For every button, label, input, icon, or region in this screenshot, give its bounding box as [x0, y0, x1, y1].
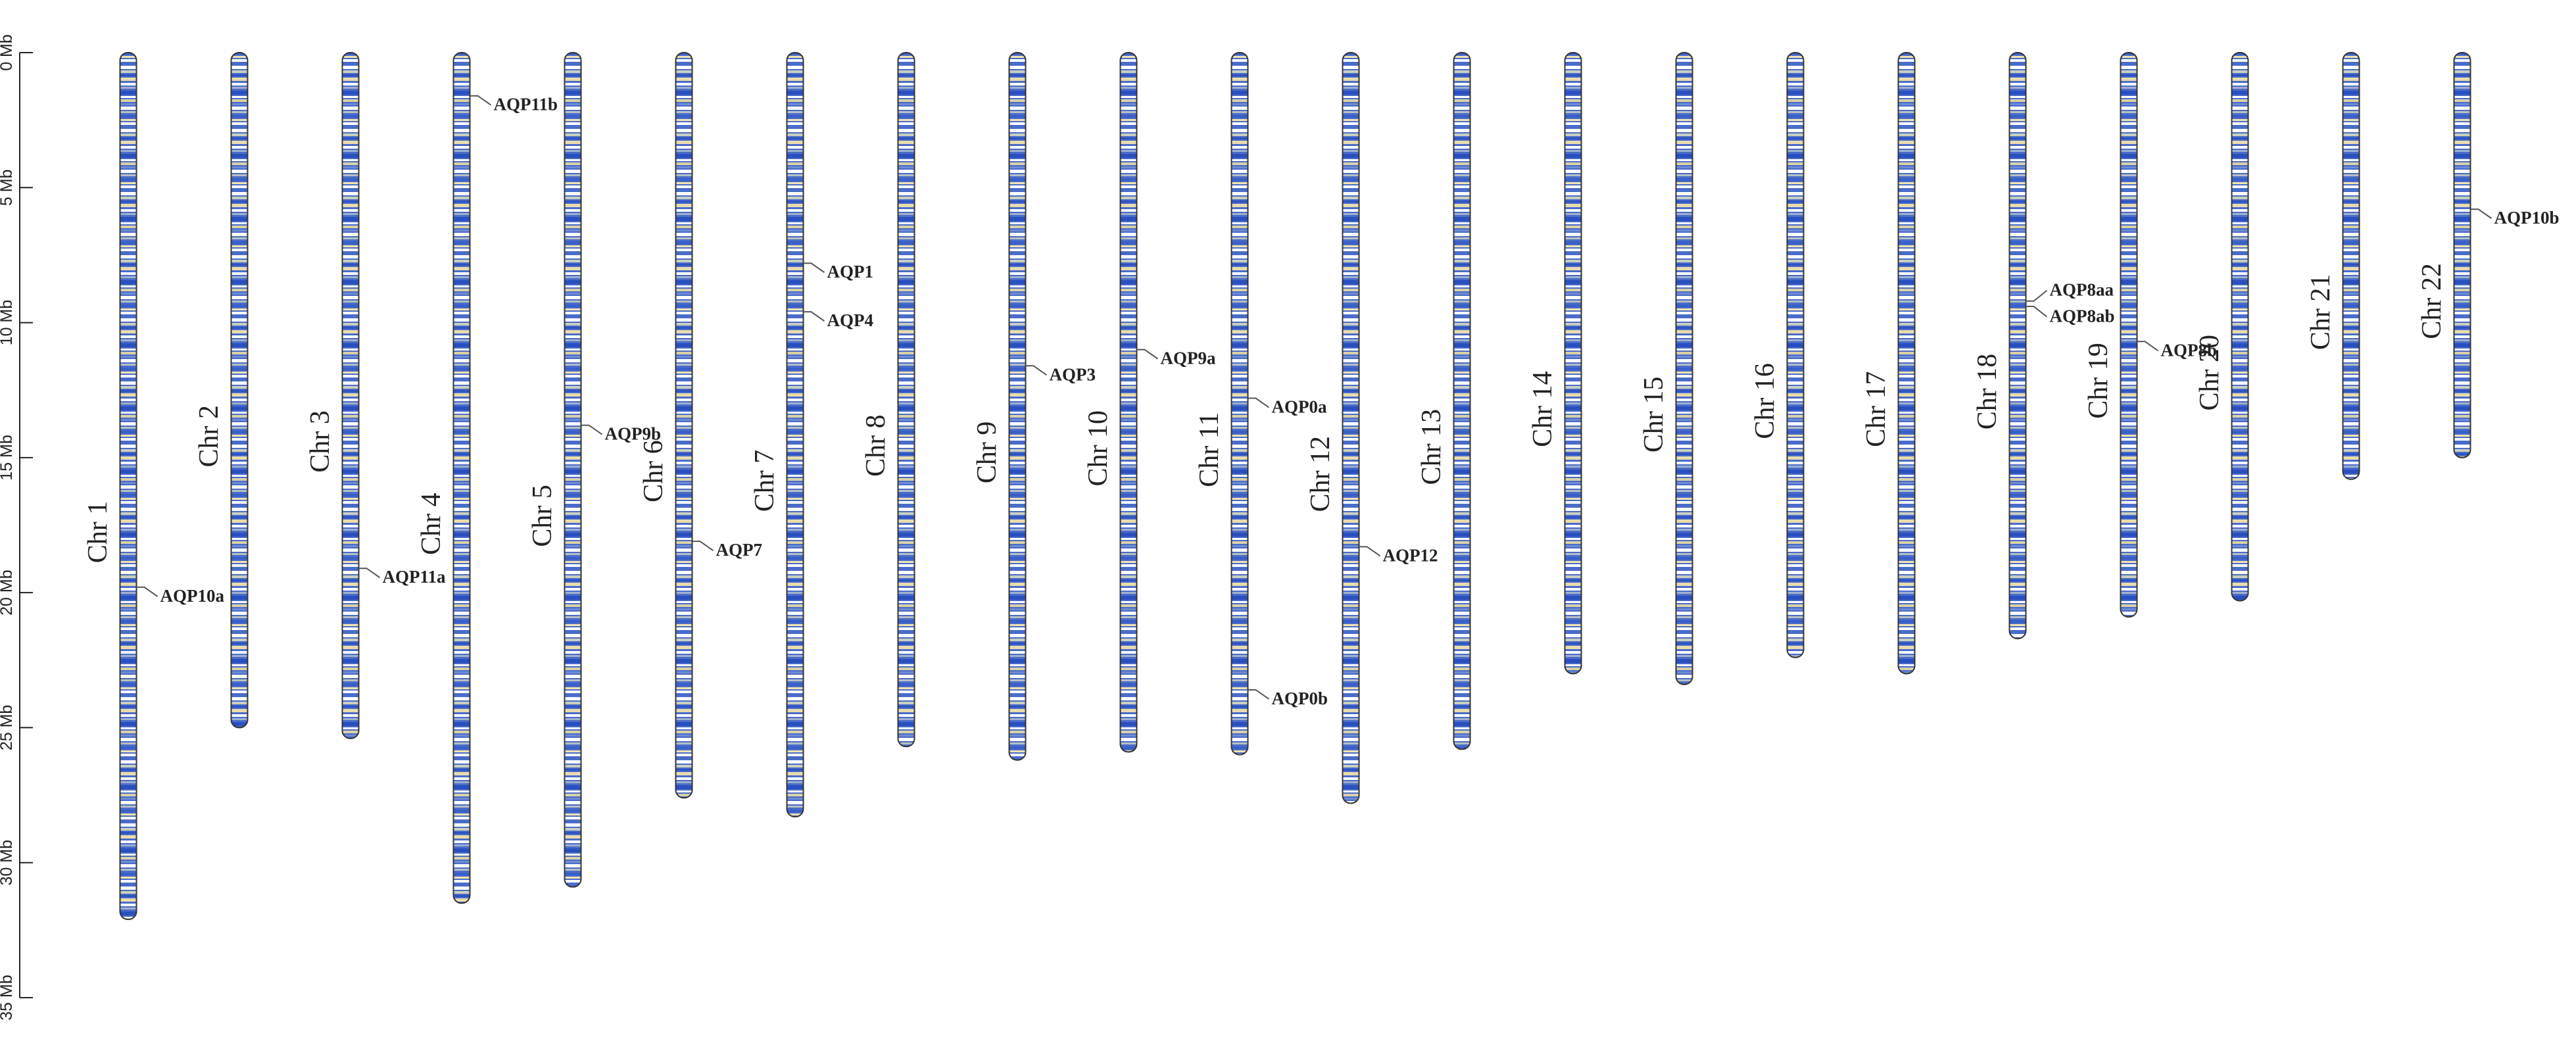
chromosome [897, 52, 915, 748]
chromosome-label: Chr 11 [1194, 412, 1225, 487]
gene-label: AQP0b [1272, 689, 1328, 708]
chromosome-label: Chr 3 [305, 410, 335, 473]
y-tick-label: 25 Mb [0, 705, 16, 750]
gene-label: AQP7 [716, 540, 763, 560]
chromosome [675, 52, 693, 799]
gene-connector [1248, 689, 1270, 700]
y-tick-label: 0 Mb [0, 34, 16, 71]
gene-label: AQP4 [827, 310, 874, 330]
gene-connector [692, 541, 714, 551]
chromosome-label: Chr 15 [1639, 377, 1669, 453]
y-tick-label: 10 Mb [0, 300, 16, 345]
chromosome-label: Chr 8 [861, 414, 891, 477]
chromosome-label: Chr 20 [2195, 335, 2225, 411]
gene-label: AQP8aa [2050, 280, 2114, 300]
gene-label: AQP0a [1272, 397, 1327, 417]
chromosome [1008, 52, 1027, 761]
chromosome [2231, 52, 2249, 602]
chromosome-label: Chr 16 [1750, 363, 1780, 439]
gene-connector [2026, 289, 2048, 302]
y-tick-label: 30 Mb [0, 840, 16, 885]
chromosome [1675, 52, 1693, 685]
chromosome-label: Chr 10 [1083, 410, 1113, 487]
y-tick-label: 20 Mb [0, 570, 16, 615]
gene-label: AQP11b [494, 95, 558, 114]
chromosome-label: Chr 17 [1861, 371, 1891, 447]
chromosome-label: Chr 13 [1417, 409, 1447, 485]
chromosome-label: Chr 5 [527, 485, 558, 547]
chromosome [786, 52, 804, 817]
gene-connector [2137, 341, 2159, 352]
chromosome-label: Chr 19 [2083, 343, 2114, 419]
gene-label: AQP10b [2494, 208, 2560, 228]
gene-connector [136, 586, 158, 597]
gene-label: AQP1 [827, 262, 874, 281]
chromosome-label: Chr 1 [83, 501, 113, 564]
chromosome [1453, 52, 1471, 750]
chromosome [1342, 52, 1360, 804]
chromosome [1564, 52, 1582, 675]
chromosome-label: Chr 12 [1305, 436, 1336, 512]
chromosome [1897, 52, 1916, 675]
chromosome-label: Chr 22 [2417, 263, 2447, 339]
gene-connector [2026, 305, 2048, 318]
chromosome [1230, 52, 1249, 756]
chromosome [2008, 52, 2027, 639]
gene-label: AQP9a [1161, 349, 1216, 368]
gene-connector [470, 95, 492, 106]
gene-label: AQP10a [160, 586, 225, 606]
gene-connector [1136, 349, 1159, 360]
chromosome [452, 52, 471, 904]
gene-connector [803, 311, 825, 322]
y-tick-label: 5 Mb [0, 169, 16, 206]
gene-connector [2470, 208, 2492, 219]
gene-connector [1359, 546, 1381, 557]
y-tick-label: 35 Mb [0, 975, 16, 1020]
gene-connector [803, 262, 825, 274]
chromosome [1786, 52, 1805, 658]
chromosome-label: Chr 21 [2306, 274, 2336, 351]
chromosome [2120, 52, 2138, 618]
gene-connector [581, 424, 603, 435]
gene-label: AQP8ab [2050, 306, 2115, 326]
chromosome-label: Chr 9 [972, 422, 1002, 484]
chromosome [230, 52, 249, 729]
chromosome-label: Chr 18 [1972, 354, 2003, 430]
chromosome-label: Chr 4 [416, 493, 447, 555]
chromosome [2453, 52, 2471, 458]
chromosome [564, 52, 582, 888]
gene-label: AQP12 [1383, 545, 1438, 565]
gene-label: AQP11a [383, 567, 447, 587]
gene-label: AQP8b [2161, 340, 2218, 360]
y-tick-label: 15 Mb [0, 435, 16, 480]
chromosome-label: Chr 14 [1528, 371, 1558, 447]
chromosome [341, 52, 360, 739]
chromosome-label: Chr 6 [639, 440, 669, 502]
gene-label: AQP3 [1050, 364, 1096, 384]
gene-connector [1025, 365, 1048, 376]
chromosome [2342, 52, 2360, 480]
gene-connector [1248, 397, 1270, 408]
chromosome-label: Chr 2 [194, 405, 224, 468]
chromosome [119, 52, 137, 920]
gene-connector [358, 568, 381, 579]
chromosome [1119, 52, 1138, 753]
gene-label: AQP9b [605, 424, 662, 444]
chromosome-label: Chr 7 [750, 450, 780, 512]
